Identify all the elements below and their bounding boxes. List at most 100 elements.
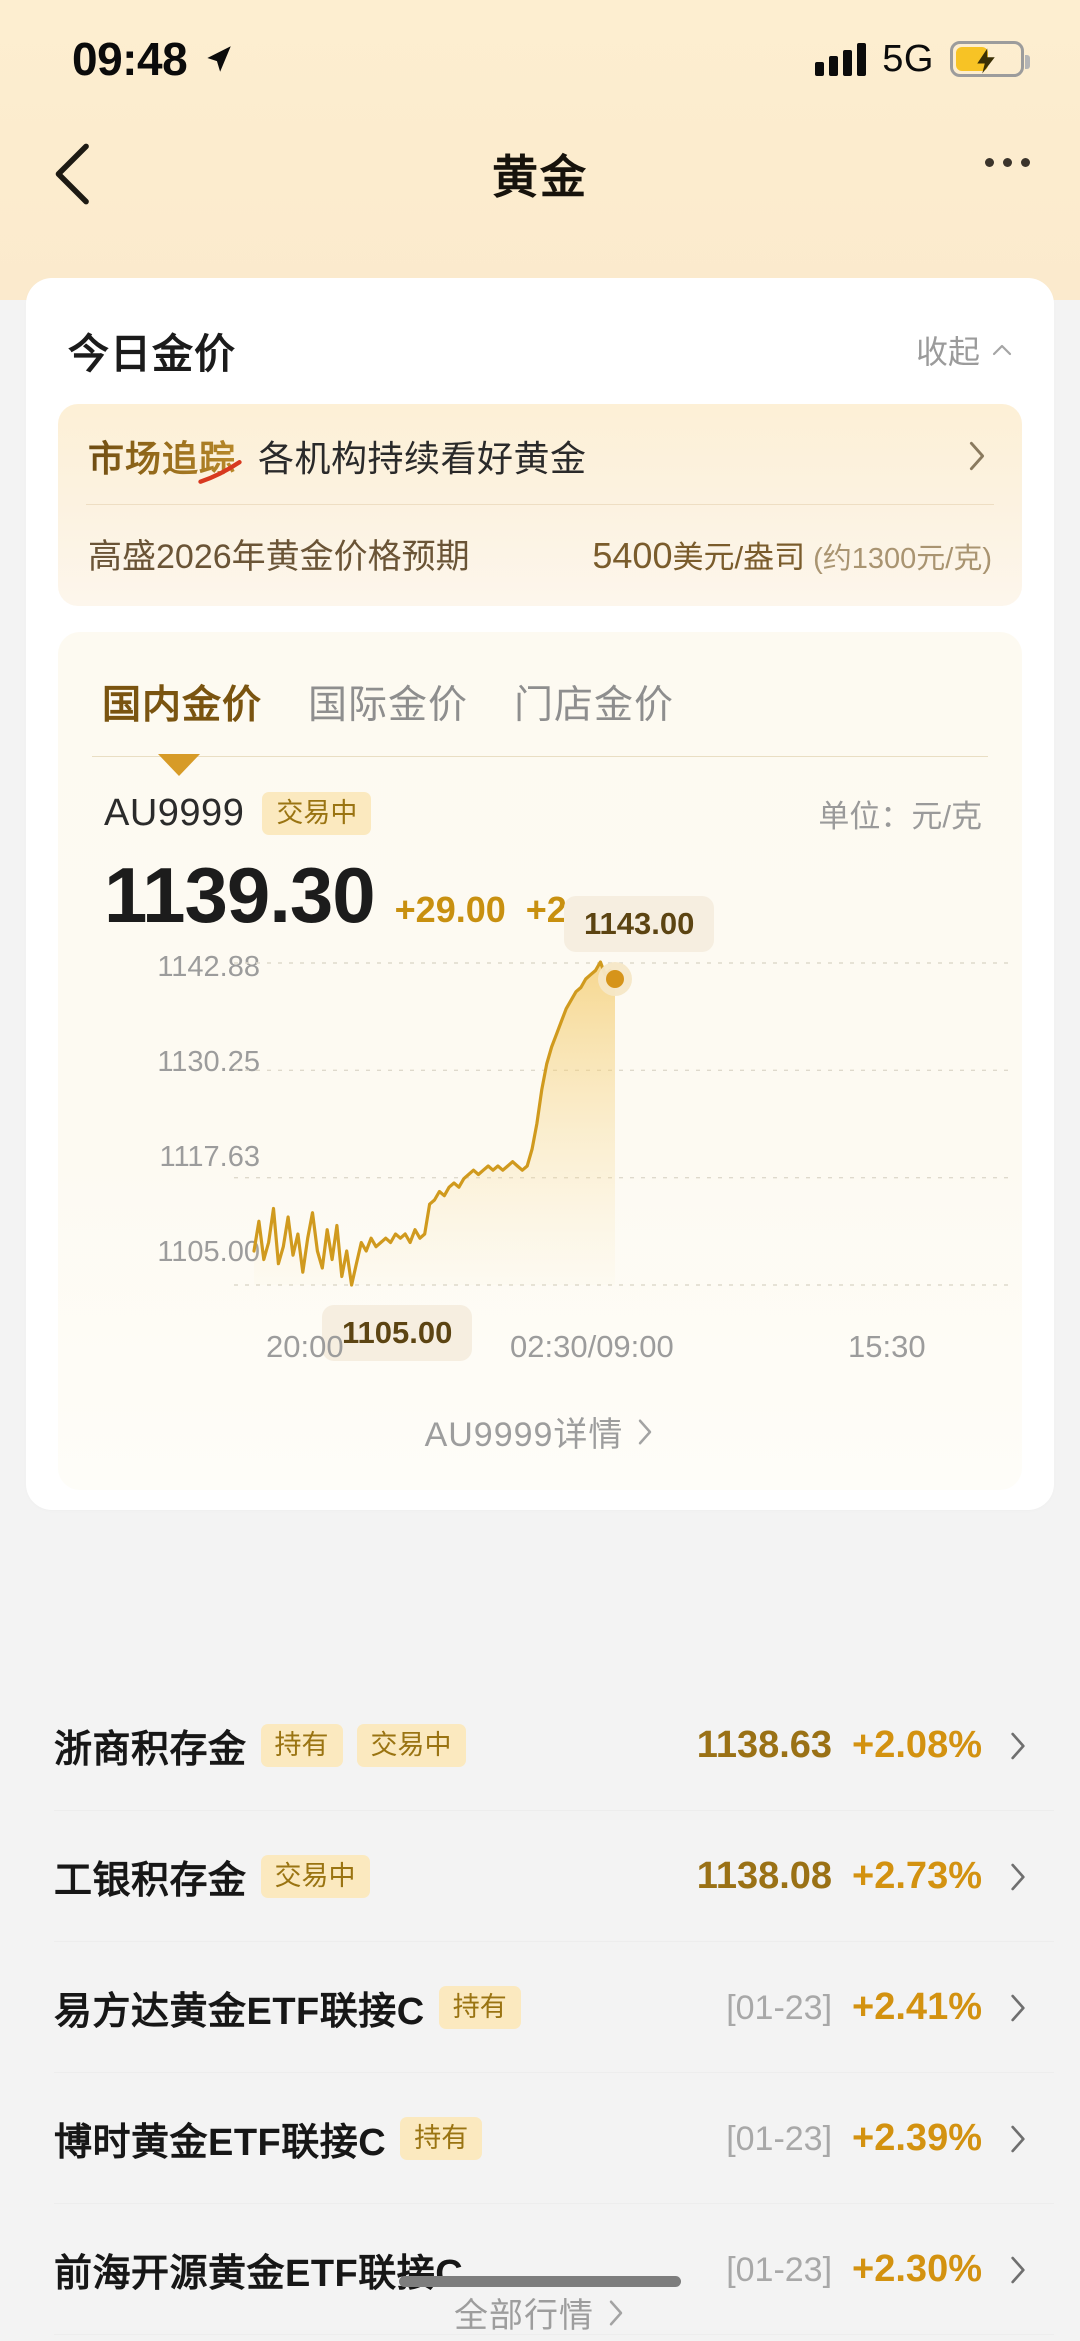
- instrument-badge: 持有: [438, 1985, 521, 2030]
- list-item-right: 1138.63 +2.08%: [697, 1724, 1028, 1767]
- forecast-label: 高盛2026年黄金价格预期: [88, 538, 470, 576]
- nav-bar: 黄金: [0, 118, 1080, 230]
- page-title: 黄金: [492, 151, 588, 203]
- chevron-right-icon: [1008, 2254, 1028, 2286]
- tab-international-price[interactable]: 国际金价: [308, 684, 469, 727]
- list-item-left: 博时黄金ETF联接C 持有: [54, 2111, 483, 2166]
- instrument-badge: 交易中: [356, 1723, 466, 1768]
- y-axis-tick-2: 1117.63: [159, 1141, 260, 1173]
- instrument-badge: 交易中: [260, 1854, 370, 1899]
- chevron-right-icon: [1008, 2123, 1028, 2155]
- tabs-underline: [92, 754, 988, 776]
- list-item-left: 前海开源黄金ETF联接C: [54, 2242, 463, 2297]
- list-item-left: 浙商积存金 持有 交易中: [54, 1718, 466, 1773]
- y-axis-tick-1: 1130.25: [157, 1046, 260, 1078]
- forecast-value: 5400: [592, 535, 673, 576]
- market-tracking-banner[interactable]: 市场追踪 各机构持续看好黄金 高盛2026年黄金价格预期 5400 美元/盎司 …: [58, 404, 1022, 606]
- status-bar-right: 5G: [815, 37, 1030, 81]
- instrument-date: [01-23]: [726, 2251, 833, 2289]
- banner-forecast-row: 高盛2026年黄金价格预期 5400 美元/盎司 (约1300元/克): [58, 505, 1022, 606]
- instrument-date: [01-23]: [726, 1989, 833, 2027]
- battery-charging-icon: [950, 41, 1030, 77]
- chart-high-tooltip: 1143.00: [564, 896, 715, 952]
- symbol-name: AU9999: [104, 792, 245, 834]
- banner-top-row: 市场追踪 各机构持续看好黄金: [58, 404, 1022, 504]
- instrument-change-percent: +2.41%: [852, 1986, 982, 2028]
- quote-panel: 国内金价 国际金价 门店金价 AU9999 交易中 单位：元/克 1139.30…: [58, 632, 1022, 1490]
- banner-headline: 各机构持续看好黄金: [258, 438, 587, 479]
- x-axis-tick-1: 02:30/09:00: [510, 1329, 674, 1364]
- instrument-badge: 持有: [400, 2116, 483, 2161]
- header-background: [0, 0, 1080, 300]
- instrument-date: [01-23]: [726, 2120, 833, 2158]
- chevron-right-icon: [1008, 1861, 1028, 1893]
- collapse-button[interactable]: 收起: [916, 327, 1014, 373]
- card-title: 今日金价: [68, 331, 236, 377]
- list-item-right: 1138.08 +2.73%: [697, 1855, 1028, 1898]
- chevron-right-icon: [1008, 1730, 1028, 1762]
- x-axis: 20:00 02:30/09:00 15:30: [58, 1329, 1022, 1381]
- list-item-right: [01-23] +2.30%: [726, 2248, 1028, 2291]
- more-dots-icon[interactable]: [985, 158, 1030, 167]
- price-chart[interactable]: 1142.88 1130.25 1117.63 1105.00: [58, 896, 1022, 1361]
- chevron-right-icon: [966, 439, 988, 473]
- forecast-unit: 美元/盎司: [672, 540, 806, 575]
- instrument-name: 浙商积存金: [54, 1729, 247, 1771]
- status-badge: 交易中: [262, 791, 372, 836]
- list-item[interactable]: 前海开源黄金ETF联接C [01-23] +2.30%: [26, 2204, 1054, 2335]
- instrument-badge: 持有: [260, 1723, 343, 1768]
- symbol-detail-label: AU9999详情: [424, 1416, 624, 1454]
- instrument-change-percent: +2.30%: [852, 2248, 982, 2290]
- price-change: +29.00: [394, 889, 506, 930]
- tab-store-price[interactable]: 门店金价: [514, 684, 675, 727]
- instrument-name: 易方达黄金ETF联接C: [54, 1991, 425, 2033]
- price-type-tabs: 国内金价 国际金价 门店金价: [58, 632, 1022, 730]
- card-header: 今日金价 收起: [26, 278, 1054, 404]
- all-quotes-label: 全部行情: [454, 2297, 594, 2335]
- instrument-price: 1138.63: [696, 1724, 833, 1766]
- status-bar-left: 09:48: [72, 32, 235, 86]
- today-gold-price-card: 今日金价 收起 市场追踪 各机构持续看好黄金 高盛2026年黄金: [26, 278, 1054, 1510]
- y-axis-tick-3: 1105.00: [157, 1236, 260, 1268]
- symbol-detail-link[interactable]: AU9999详情: [58, 1381, 1022, 1478]
- forecast-value-group: 5400 美元/盎司 (约1300元/克): [592, 532, 992, 577]
- chevron-right-icon: [635, 1417, 655, 1447]
- signal-bars-icon: [815, 42, 867, 76]
- instrument-list: 浙商积存金 持有 交易中 1138.63 +2.08% 工银积存金 交易中 1138.08 +2…: [26, 1680, 1054, 2335]
- instrument-name: 工银积存金: [54, 1860, 247, 1902]
- home-indicator: [399, 2276, 681, 2287]
- symbol-group: AU9999 交易中: [104, 791, 372, 836]
- list-item[interactable]: 博时黄金ETF联接C 持有 [01-23] +2.39%: [26, 2073, 1054, 2204]
- chevron-right-icon: [1008, 1992, 1028, 2024]
- chart-plot-area: [234, 960, 1014, 1287]
- unit-label: 单位：元/克: [818, 799, 982, 834]
- market-tracking-badge: 市场追踪: [88, 430, 242, 484]
- list-item-right: [01-23] +2.39%: [726, 2117, 1028, 2160]
- list-item[interactable]: 易方达黄金ETF联接C 持有 [01-23] +2.41%: [26, 1942, 1054, 2073]
- x-axis-tick-0: 20:00: [266, 1329, 344, 1364]
- all-quotes-link[interactable]: 全部行情: [0, 2288, 1080, 2337]
- chevron-up-icon: [990, 338, 1014, 362]
- list-item[interactable]: 工银积存金 交易中 1138.08 +2.73%: [26, 1811, 1054, 1942]
- network-label: 5G: [882, 37, 934, 80]
- list-item-right: [01-23] +2.41%: [726, 1986, 1028, 2029]
- instrument-price: 1138.08: [696, 1855, 833, 1897]
- status-bar: 09:48 5G: [0, 0, 1080, 118]
- instrument-name: 前海开源黄金ETF联接C: [54, 2253, 464, 2295]
- forecast-approx: (约1300元/克): [813, 543, 992, 575]
- tab-domestic-price[interactable]: 国内金价: [102, 684, 263, 727]
- active-tab-caret-icon: [158, 754, 200, 776]
- instrument-change-percent: +2.08%: [852, 1724, 982, 1766]
- list-item-left: 工银积存金 交易中: [54, 1849, 370, 1904]
- location-arrow-icon: [201, 42, 235, 76]
- back-button[interactable]: [38, 136, 110, 212]
- current-price: 1139.30: [104, 851, 376, 939]
- instrument-name: 博时黄金ETF联接C: [54, 2122, 387, 2164]
- x-axis-tick-2: 15:30: [848, 1329, 926, 1364]
- price-row: 1139.30 +29.00 +2.61%: [58, 836, 1022, 941]
- instrument-change-percent: +2.39%: [852, 2117, 982, 2159]
- banner-divider: [86, 504, 994, 505]
- list-item[interactable]: 浙商积存金 持有 交易中 1138.63 +2.08%: [26, 1680, 1054, 1811]
- collapse-label: 收起: [915, 334, 980, 370]
